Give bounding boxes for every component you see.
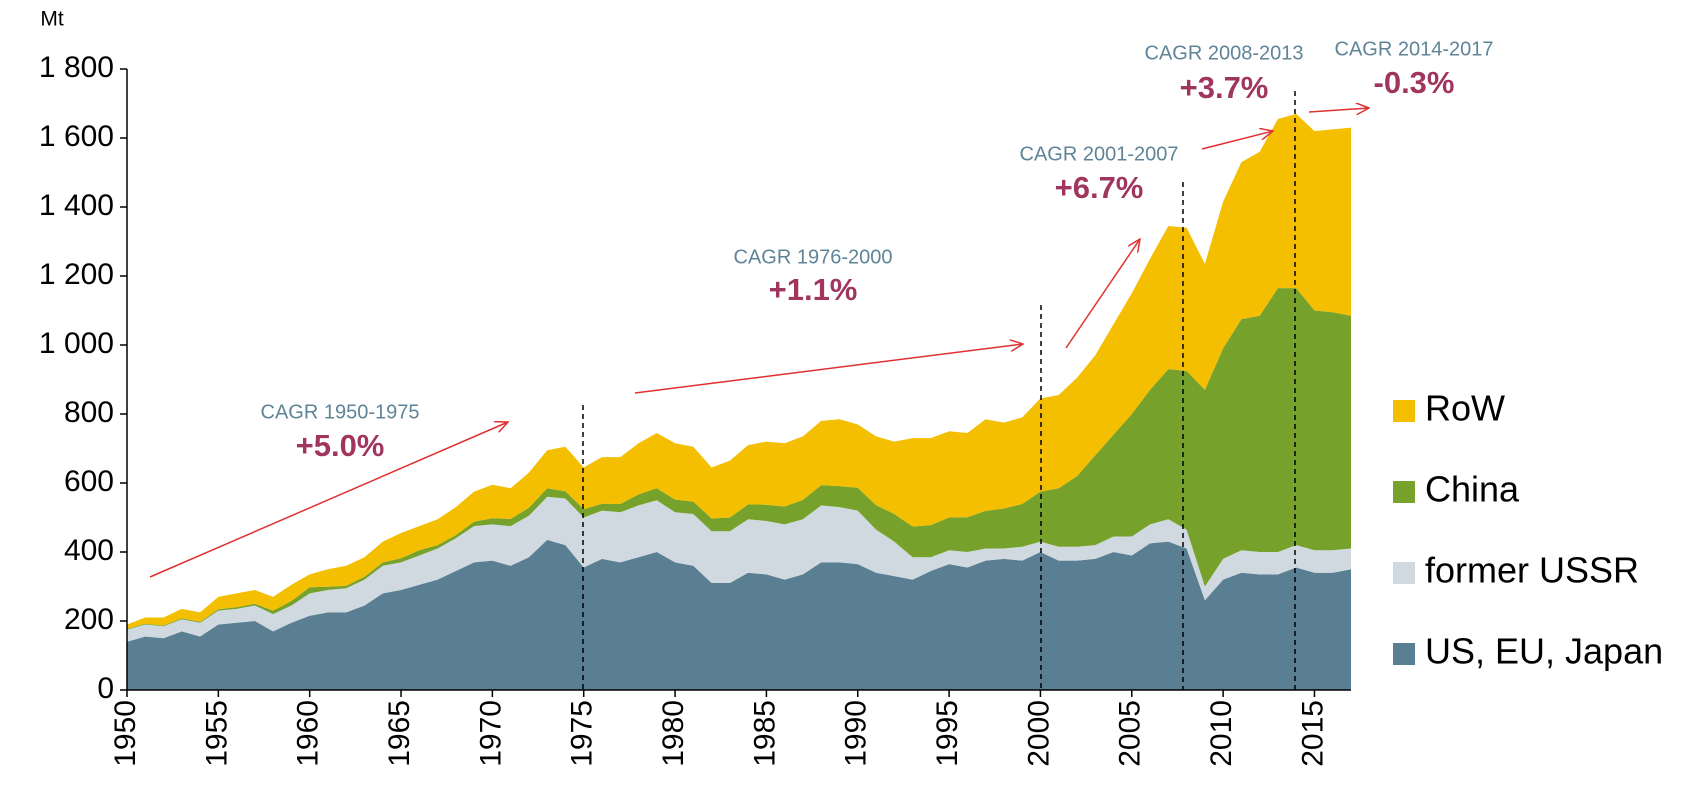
arrow [149,422,508,578]
x-tick-label: 1955 [200,700,233,767]
annotation-label: CAGR 2008-2013 [1145,42,1304,64]
x-tick-label: 1990 [840,700,873,767]
legend-swatch [1393,481,1415,503]
area [127,288,1351,630]
legend-swatch [1393,562,1415,584]
x-tick-label: 2010 [1205,700,1238,767]
y-tick-label: 400 [64,534,114,567]
annotation-label: CAGR 1950-1975 [261,401,420,423]
x-tick-label: 1980 [657,700,690,767]
x-tick-label: 1985 [748,700,781,767]
legend-label: US, EU, Japan [1425,631,1663,672]
annotation-label: CAGR 2014-2017 [1335,38,1494,60]
annotation-label: CAGR 1976-2000 [734,246,893,268]
period-dividers [582,91,1296,690]
x-tick-label: 2000 [1022,700,1055,767]
area [127,496,1351,642]
x-tick-label: 1950 [109,700,142,767]
annotation-value: -0.3% [1374,65,1455,100]
arrow [1065,239,1140,349]
y-tick-label: 1 400 [39,189,114,222]
area [127,539,1351,690]
x-tick-label: 1975 [566,700,599,767]
x-tick-label: 1965 [383,700,416,767]
y-tick-label: 1 200 [39,258,114,291]
x-tick-label: 1970 [474,700,507,767]
annotation-value: +6.7% [1055,170,1144,205]
areas [127,113,1351,690]
x-tick-label: 1995 [931,700,964,767]
y-tick-label: 800 [64,396,114,429]
y-tick-label: 1 600 [39,120,114,153]
y-tick-label: 0 [97,672,114,705]
legend-swatch [1393,643,1415,665]
legend-label: former USSR [1425,550,1639,591]
arrow [1308,108,1369,112]
annotation-value: +3.7% [1180,70,1269,105]
arrow [1201,131,1273,150]
trend-arrows [149,108,1369,578]
x-tick-label: 2015 [1296,700,1329,767]
x-tick-label: 1960 [292,700,325,767]
annotation-value: +5.0% [296,428,385,463]
area [127,113,1351,629]
legend-swatch [1393,400,1415,422]
legend-label: China [1425,469,1520,510]
annotation-value: +1.1% [769,272,858,307]
y-tick-label: 600 [64,465,114,498]
arrow [634,344,1023,394]
x-tick-label: 2005 [1114,700,1147,767]
legend-label: RoW [1425,388,1505,429]
y-unit: Mt [40,8,63,31]
y-tick-label: 1 800 [39,51,114,84]
y-tick-label: 1 000 [39,327,114,360]
annotation-label: CAGR 2001-2007 [1020,143,1179,165]
y-tick-label: 200 [64,603,114,636]
